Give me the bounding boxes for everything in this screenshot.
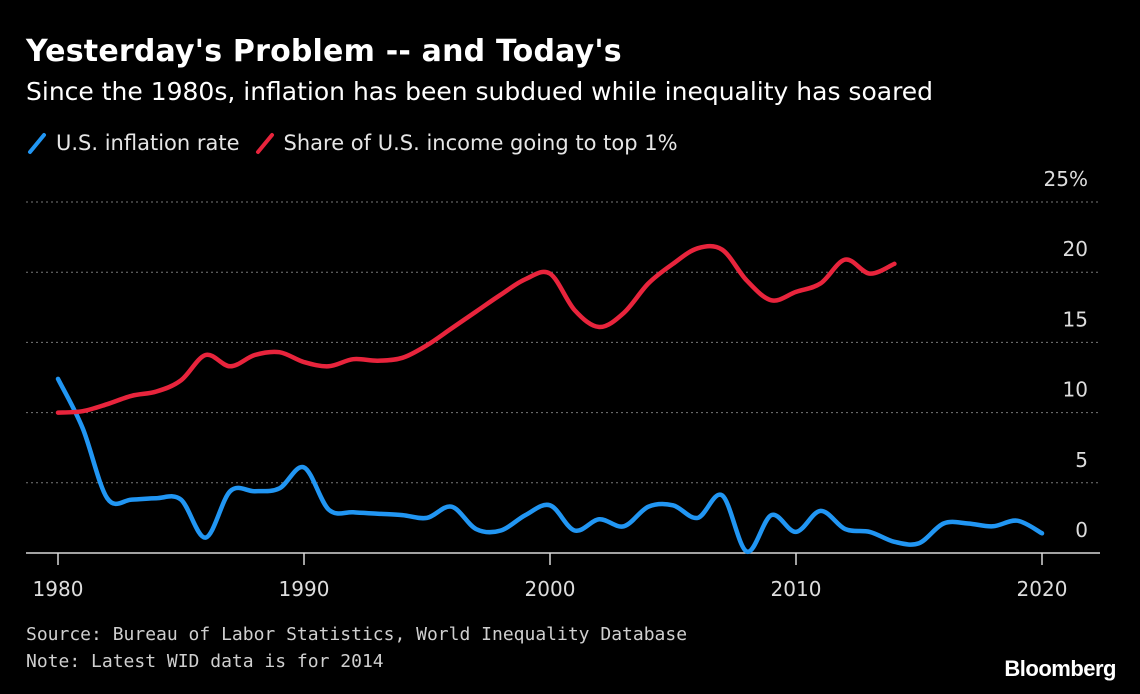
legend-label-top1: Share of U.S. income going to top 1% [283,131,678,155]
y-tick-label: 0 [1075,518,1088,542]
x-tick-label: 2010 [771,577,822,601]
y-tick-label: 10 [1063,378,1088,402]
y-tick-label: 25% [1044,167,1088,191]
data-note: Note: Latest WID data is for 2014 [26,651,384,672]
bloomberg-logo: Bloomberg [1004,656,1116,681]
x-tick-label: 2000 [525,577,576,601]
source-note: Source: Bureau of Labor Statistics, Worl… [26,624,688,645]
chart-title: Yesterday's Problem -- and Today's [26,34,622,69]
slash-line-icon [28,133,46,154]
y-tick-label: 5 [1075,448,1088,472]
legend-item-inflation: U.S. inflation rate [26,131,240,155]
chart-subtitle: Since the 1980s, inflation has been subd… [26,77,934,106]
x-tick-label: 2020 [1017,577,1068,601]
slash-line-icon [255,133,274,154]
y-tick-label: 20 [1063,237,1088,261]
series-line-inflation [55,376,1045,554]
legend-label-inflation: U.S. inflation rate [56,131,240,155]
x-tick-label: 1980 [33,577,84,601]
legend-item-top1: Share of U.S. income going to top 1% [254,131,678,155]
y-tick-label: 15 [1063,307,1088,331]
series-line-top1-share [55,243,897,415]
legend: U.S. inflation rate Share of U.S. income… [26,131,692,155]
x-tick-label: 1990 [279,577,330,601]
